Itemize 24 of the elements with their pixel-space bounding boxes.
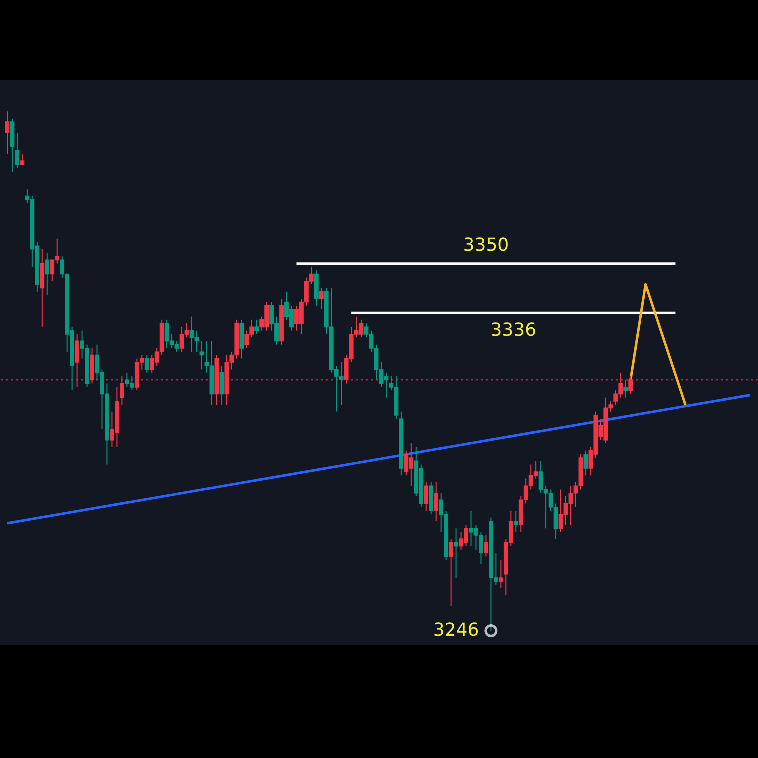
candlestick [514, 510, 518, 533]
candlestick [628, 376, 634, 395]
candlestick [254, 319, 260, 335]
candlestick [624, 380, 628, 398]
candlestick [434, 482, 439, 522]
candlestick [45, 252, 50, 296]
candlestick [220, 366, 224, 406]
candlestick [200, 340, 204, 370]
candlestick [5, 111, 10, 155]
candlestick [15, 132, 20, 169]
candlestick [120, 376, 124, 406]
candlestick [449, 538, 454, 607]
candlestick [75, 334, 80, 388]
candlestick [498, 560, 504, 589]
candlestick [424, 482, 429, 512]
candlestick [584, 450, 588, 476]
candlestick [454, 528, 458, 579]
candlestick [144, 354, 150, 374]
candlestick [484, 534, 488, 558]
series-label: 3246 [433, 620, 480, 641]
series-label: 3350 [463, 234, 510, 256]
candlestick [319, 288, 324, 310]
candlestick [20, 154, 25, 166]
series-label: 3336 [490, 320, 537, 342]
